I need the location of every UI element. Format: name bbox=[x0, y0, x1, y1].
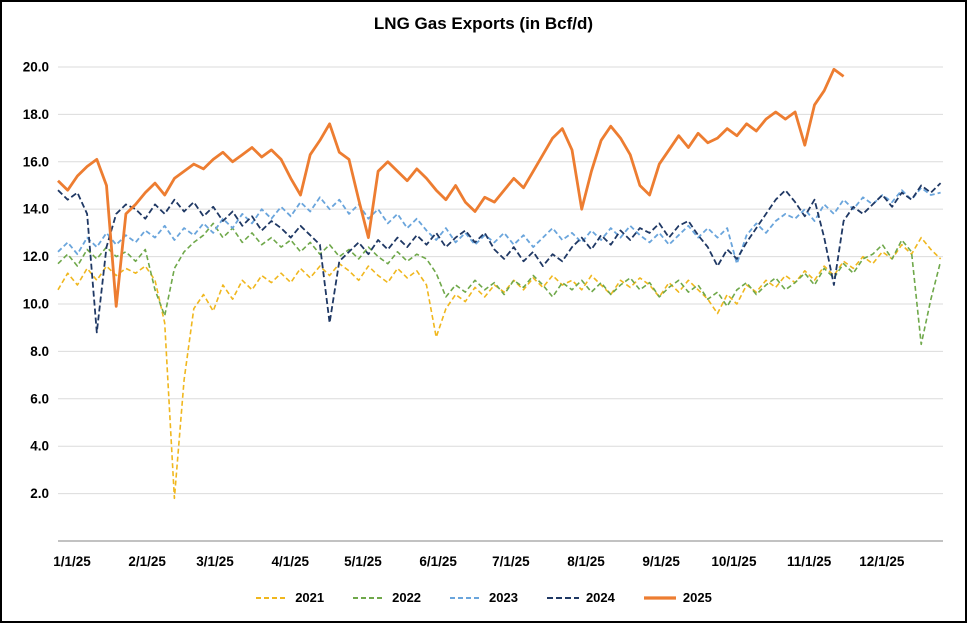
x-axis-tick-label: 7/1/25 bbox=[492, 554, 530, 569]
y-axis-tick-label: 2.0 bbox=[30, 486, 49, 501]
x-axis-tick-label: 12/1/25 bbox=[859, 554, 905, 569]
legend-label: 2024 bbox=[585, 590, 615, 605]
y-axis-tick-label: 6.0 bbox=[30, 391, 49, 406]
y-axis-tick-label: 20.0 bbox=[23, 59, 49, 74]
y-axis-tick-label: 12.0 bbox=[23, 249, 49, 264]
x-axis-tick-label: 8/1/25 bbox=[567, 554, 605, 569]
legend-line-sample bbox=[353, 596, 386, 599]
legend-line-sample bbox=[450, 596, 483, 599]
legend-item-2023: 2023 bbox=[449, 590, 518, 605]
legend-line-sample bbox=[256, 596, 289, 599]
series-line-2022 bbox=[57, 222, 942, 346]
legend-line-sample bbox=[546, 596, 579, 599]
y-axis-tick-label: 8.0 bbox=[30, 344, 49, 359]
legend-label: 2025 bbox=[682, 590, 712, 605]
x-axis-tick-label: 5/1/25 bbox=[344, 554, 382, 569]
x-axis-tick-label: 9/1/25 bbox=[642, 554, 680, 569]
series-line-2023 bbox=[57, 186, 941, 265]
legend-label: 2021 bbox=[295, 590, 325, 605]
legend-item-2024: 2024 bbox=[546, 590, 615, 605]
y-axis-tick-label: 16.0 bbox=[23, 154, 49, 169]
legend-item-2021: 2021 bbox=[255, 590, 324, 605]
x-axis-tick-label: 10/1/25 bbox=[711, 554, 757, 569]
chart-legend: 2021 2022 2023 2024 2025 bbox=[2, 574, 965, 621]
line-chart-plot: 2.0 4.0 6.0 8.0 10.0 12.0 14.0 16.0 18.0 20.0 1/1/… bbox=[23, 59, 943, 569]
legend-label: 2023 bbox=[489, 590, 518, 605]
legend-label: 2022 bbox=[392, 590, 422, 605]
legend-item-2022: 2022 bbox=[352, 590, 421, 605]
x-axis-tick-label: 3/1/25 bbox=[196, 554, 234, 569]
legend-item-2025: 2025 bbox=[643, 590, 712, 605]
legend-line-sample bbox=[643, 595, 676, 600]
y-axis-tick-label: 14.0 bbox=[23, 202, 49, 217]
y-axis-tick-label: 18.0 bbox=[23, 107, 49, 122]
series-line-2025 bbox=[57, 67, 845, 308]
x-axis-tick-label: 6/1/25 bbox=[419, 554, 457, 569]
y-axis-tick-label: 4.0 bbox=[30, 439, 49, 454]
x-axis-tick-label: 11/1/25 bbox=[787, 554, 832, 569]
y-axis-tick-label: 10.0 bbox=[23, 296, 49, 311]
chart-title: LNG Gas Exports (in Bcf/d) bbox=[373, 14, 594, 33]
series-line-2021 bbox=[57, 236, 942, 500]
series-line-2024 bbox=[57, 182, 942, 334]
x-axis-tick-label: 1/1/25 bbox=[53, 554, 91, 569]
x-axis-tick-label: 2/1/25 bbox=[128, 554, 166, 569]
x-axis-tick-label: 4/1/25 bbox=[271, 554, 309, 569]
